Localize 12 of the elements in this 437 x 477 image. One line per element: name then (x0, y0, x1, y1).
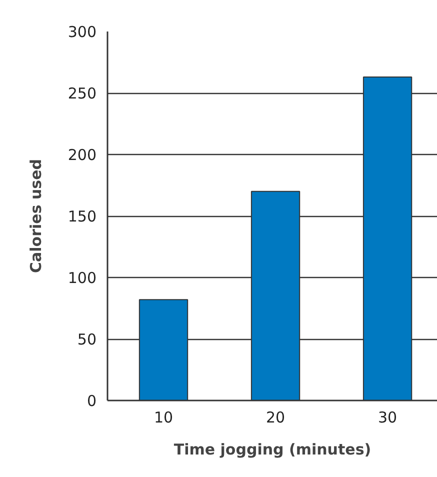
x-axis-title: Time jogging (minutes) (174, 440, 372, 458)
y-tick-label: 100 (68, 269, 97, 287)
x-tick-label: 10 (154, 408, 174, 426)
x-tick-label: 20 (266, 408, 286, 426)
x-tick-label: 30 (378, 408, 398, 426)
y-tick-label: 150 (68, 208, 97, 226)
y-axis-title: Calories used (26, 159, 45, 273)
y-tick-label: 50 (77, 330, 97, 348)
y-tick-label: 0 (86, 392, 97, 410)
y-tick-label: 300 (68, 23, 97, 41)
y-tick-label: 250 (68, 84, 97, 102)
y-tick-label: 200 (68, 146, 97, 164)
